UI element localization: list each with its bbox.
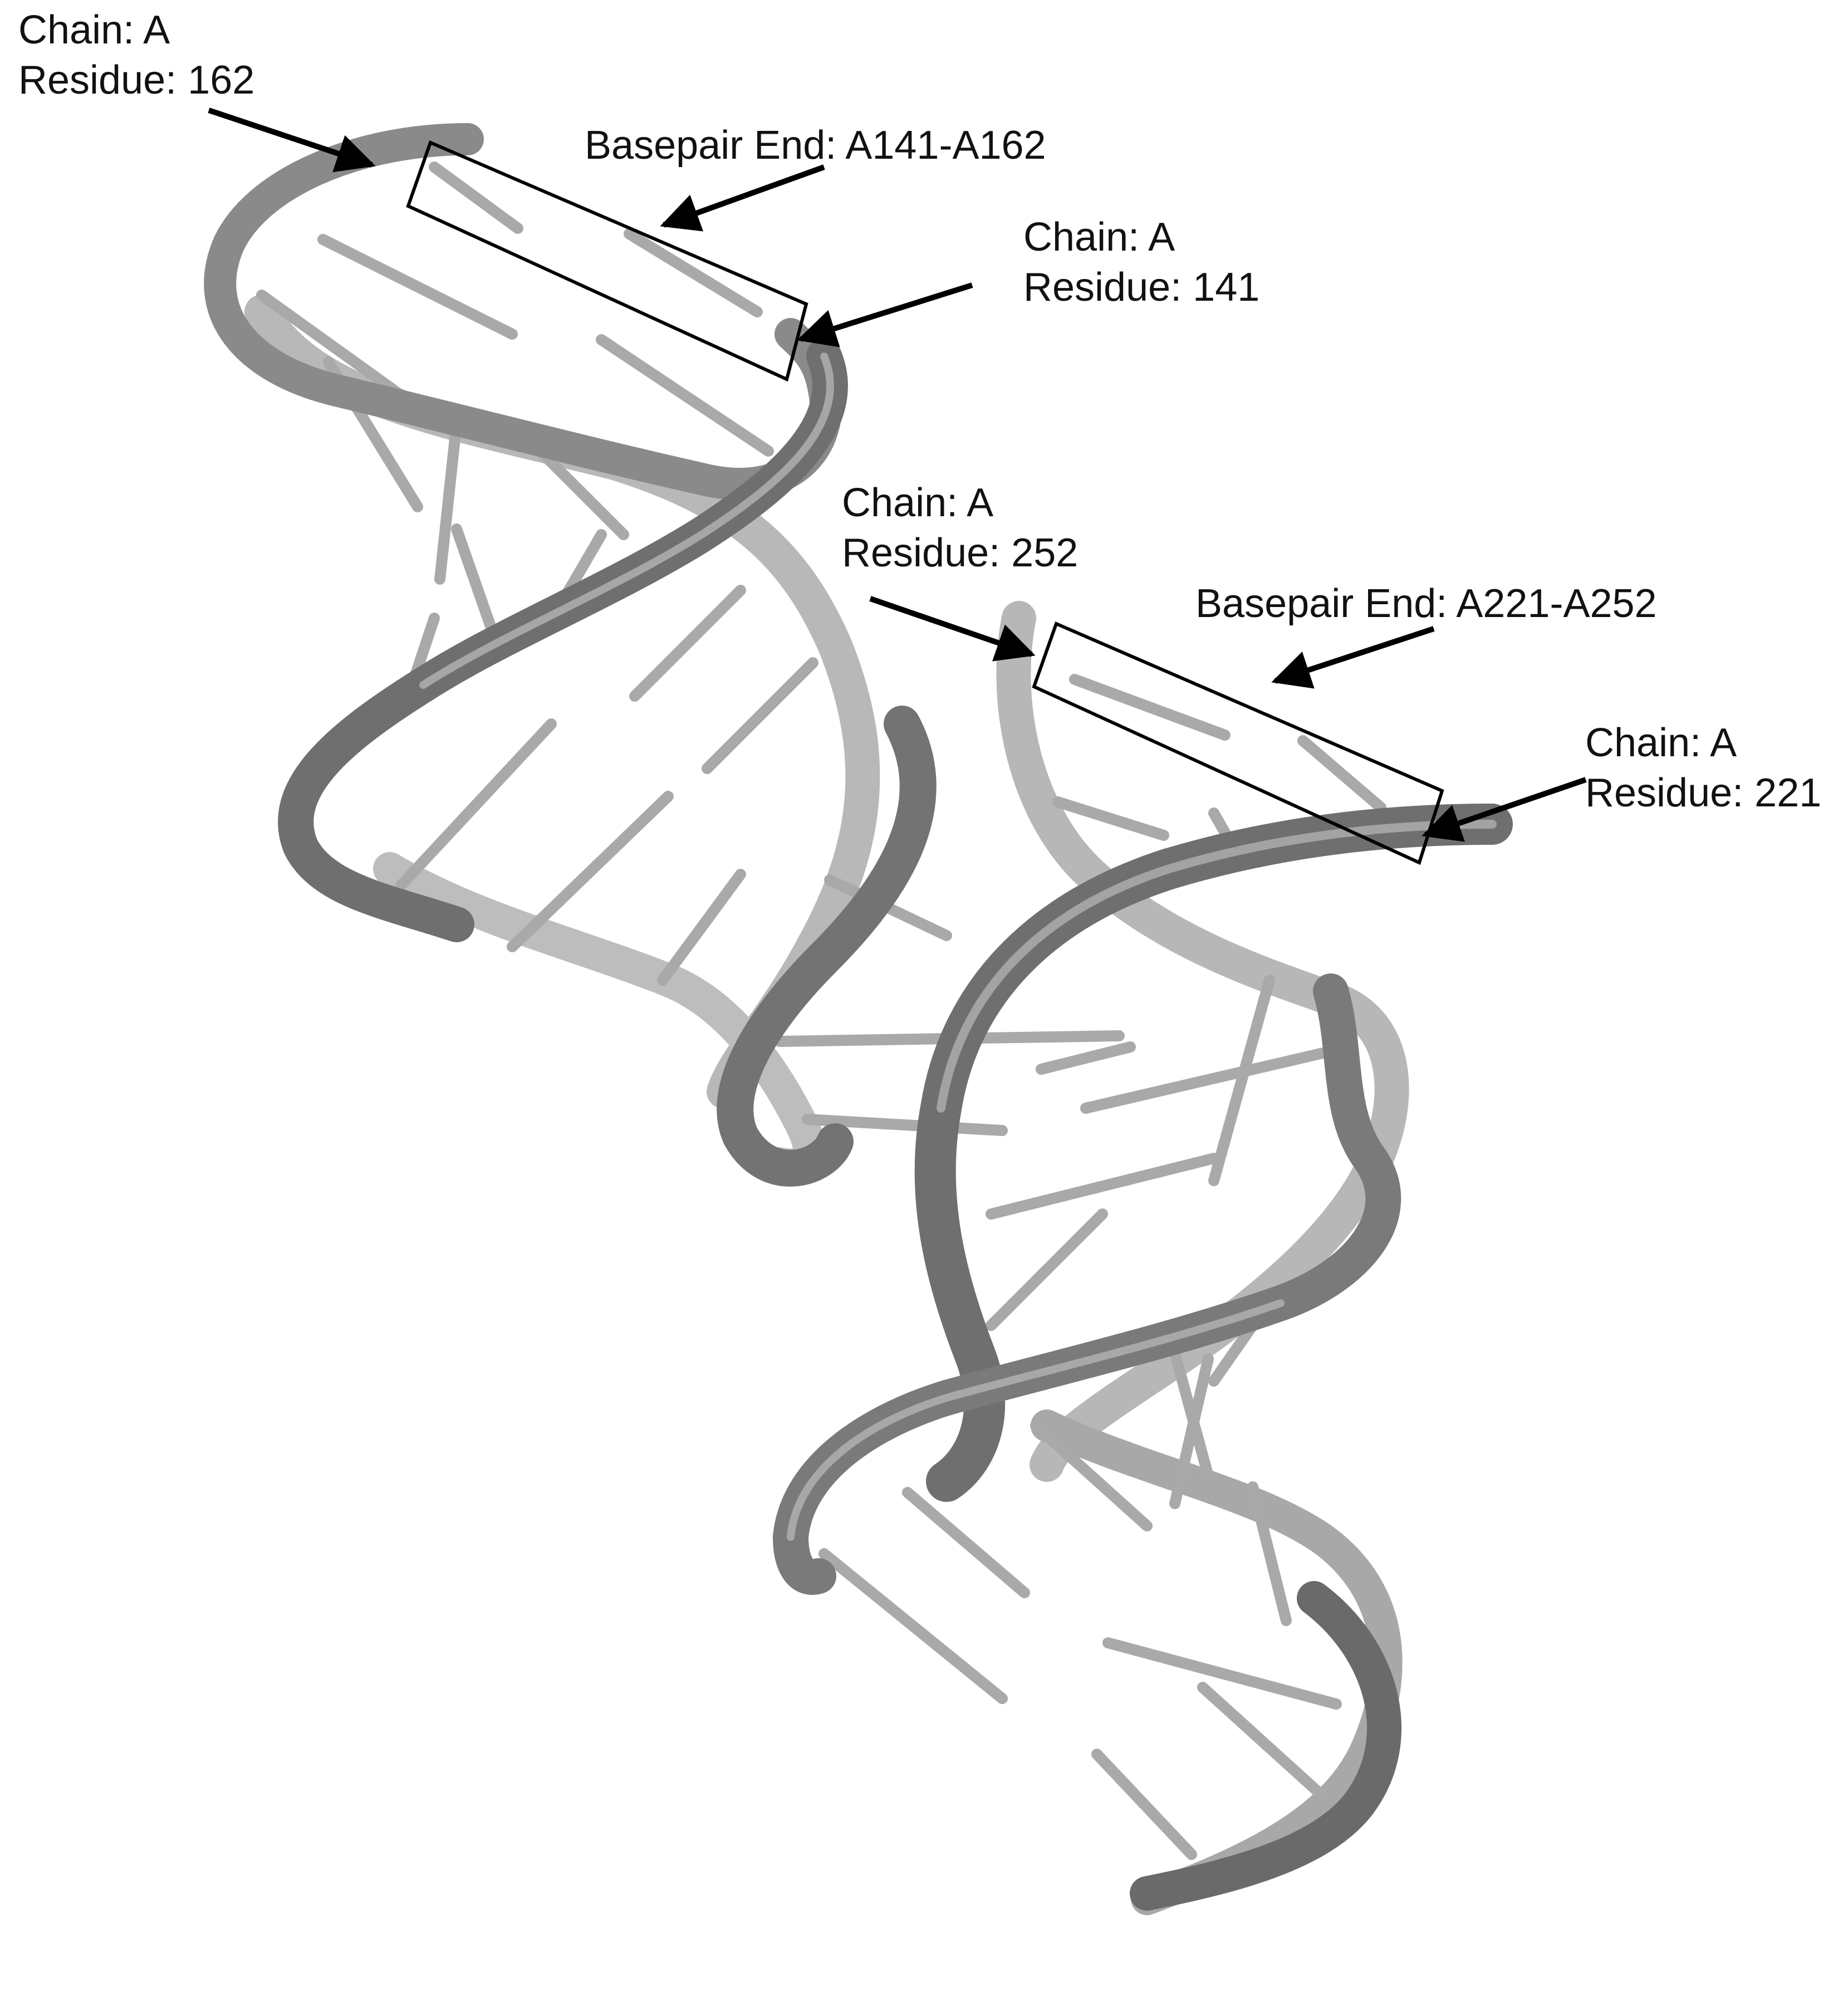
base-pair-rung xyxy=(1297,735,1386,813)
backbone-strand-back-2 xyxy=(996,601,1409,1482)
basepair-end-1-label: Basepair End: A141-A162 xyxy=(585,123,1046,168)
base-pair-rung xyxy=(1069,674,1231,741)
arrow-basepair-end-2 xyxy=(1271,626,1435,689)
helix-segment-1 xyxy=(204,123,1125,1187)
base-pair-rung xyxy=(507,791,674,952)
base-pair-rung xyxy=(429,161,523,234)
arrow-residue-141 xyxy=(797,282,973,348)
base-pair-rung xyxy=(986,1208,1108,1331)
annotation-basepair-box-1 xyxy=(406,140,808,382)
annotation-basepair-end-1: Basepair End: A141-A162 xyxy=(585,123,1046,168)
base-pair-rung xyxy=(629,585,746,702)
residue-162-chain-label: Chain: A xyxy=(18,8,170,52)
base-pair-rungs-2 xyxy=(818,674,1386,1860)
basepair-end-box xyxy=(406,140,808,382)
backbone-strand-front-1c xyxy=(717,706,937,1187)
base-pair-rung xyxy=(1208,975,1275,1186)
base-pair-rung xyxy=(1091,1749,1197,1860)
base-pair-rung xyxy=(1102,1637,1342,1710)
residue-252-chain-label: Chain: A xyxy=(842,481,993,525)
base-pair-rung xyxy=(317,234,518,340)
base-pair-rung xyxy=(1247,1481,1292,1626)
annotation-residue-162: Chain: A Residue: 162 xyxy=(18,8,254,102)
base-pair-rung xyxy=(1197,1682,1325,1799)
base-pair-rung xyxy=(1036,1041,1136,1075)
base-pair-rung xyxy=(702,657,818,774)
annotation-residue-221: Chain: A Residue: 221 xyxy=(1585,721,1821,815)
residue-162-residue-label: Residue: 162 xyxy=(18,58,254,102)
base-pair-rung xyxy=(624,228,763,317)
base-pair-rung xyxy=(451,523,501,646)
base-pair-rung xyxy=(1030,1420,1153,1531)
residue-221-residue-label: Residue: 221 xyxy=(1585,771,1821,815)
base-pair-rung xyxy=(596,334,774,457)
arrow-basepair-end-1 xyxy=(660,164,825,232)
backbone-highlight-2 xyxy=(937,820,1497,1113)
residue-221-chain-label: Chain: A xyxy=(1585,721,1737,765)
basepair-end-2-label: Basepair End: A221-A252 xyxy=(1195,581,1657,626)
base-pair-rung xyxy=(657,869,746,986)
residue-141-chain-label: Chain: A xyxy=(1023,215,1175,260)
helix-segment-2 xyxy=(772,601,1513,1915)
annotation-basepair-box-2 xyxy=(1032,621,1444,865)
base-pair-rung xyxy=(802,1114,1008,1136)
base-pair-rung xyxy=(434,418,462,585)
arrow-residue-162 xyxy=(208,107,376,173)
base-pair-rung xyxy=(986,1153,1219,1220)
base-pair-rung xyxy=(395,718,557,891)
base-pair-rung xyxy=(1208,1320,1258,1387)
base-pair-rung xyxy=(1052,796,1169,841)
annotation-residue-252: Chain: A Residue: 252 xyxy=(842,481,1078,575)
backbone-strand-back-2b xyxy=(1031,1409,1403,1915)
base-pair-rung xyxy=(1169,1353,1214,1509)
arrow-residue-221 xyxy=(1421,777,1587,842)
residue-141-residue-label: Residue: 141 xyxy=(1023,265,1259,310)
backbone-highlight-2b xyxy=(787,1299,1285,1541)
residue-252-residue-label: Residue: 252 xyxy=(842,531,1078,575)
arrow-residue-252 xyxy=(869,596,1036,662)
backbone-strand-front-2c xyxy=(1130,1581,1402,1911)
base-pair-rung xyxy=(818,1548,1008,1704)
basepair-end-box xyxy=(1032,621,1444,865)
annotation-basepair-end-2: Basepair End: A221-A252 xyxy=(1195,581,1657,626)
annotation-arrows xyxy=(208,107,1587,842)
backbone-highlight-1 xyxy=(419,353,834,689)
base-pair-rung xyxy=(1080,1047,1331,1114)
base-pair-rung xyxy=(902,1487,1030,1598)
annotation-residue-141: Chain: A Residue: 141 xyxy=(1023,215,1259,310)
